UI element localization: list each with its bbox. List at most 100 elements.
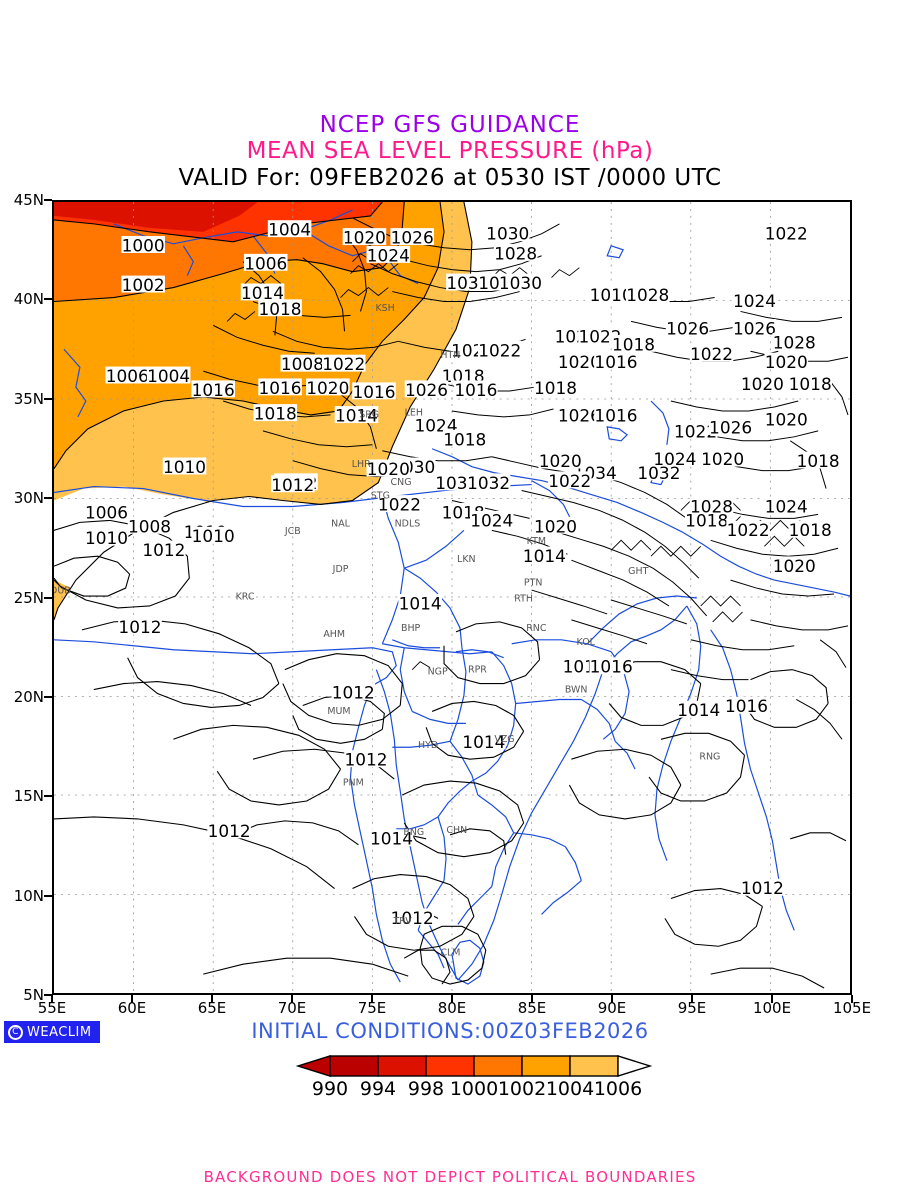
contour-value-label: 1010	[590, 285, 633, 305]
contour-label-bg	[689, 497, 734, 515]
lon-tick-mark	[851, 995, 853, 1003]
contour-value-label: 1006	[106, 366, 149, 386]
city-code-label: GHT	[628, 566, 648, 577]
lat-tick-label: 35N	[13, 389, 44, 408]
chart-title-block: NCEP GFS GUIDANCE MEAN SEA LEVEL PRESSUR…	[0, 112, 900, 192]
colorbar-right-cap	[617, 1055, 653, 1077]
contour-value-label: 1022	[579, 326, 622, 346]
contour-label-bg	[726, 520, 770, 538]
colorbar-segment	[521, 1055, 571, 1077]
contour-value-label: 1018	[259, 299, 302, 319]
contour-value-label: 1028	[690, 497, 733, 517]
contour-label-bg	[673, 421, 718, 439]
contour-label-bg	[594, 406, 638, 424]
contour-value-label: 1020	[765, 352, 808, 372]
contour-value-label: 1024	[367, 245, 410, 265]
contour-label-bg	[740, 374, 785, 392]
contour-label-bg	[700, 449, 745, 467]
lat-tick-label: 30N	[13, 489, 44, 508]
contour-label-bg	[390, 228, 434, 246]
city-code-label: LHR	[352, 459, 371, 470]
colorbar-tick-label: 1002	[497, 1078, 547, 1100]
contour-label-bg	[772, 556, 817, 574]
city-code-label: JCB	[284, 526, 301, 537]
contour-label-bg	[146, 366, 191, 384]
lon-tick-mark	[211, 995, 213, 1003]
city-code-label: TRV	[393, 916, 413, 927]
lon-tick-label: 105E	[832, 999, 872, 1017]
parameter-title: MEAN SEA LEVEL PRESSURE (hPa)	[246, 138, 654, 164]
city-code-label: KSH	[375, 303, 394, 314]
colorbar-segment	[569, 1055, 619, 1077]
map-plot-area[interactable]: 1000 1002 1004 1006 1006 1004 1014 1018 1008 1022…	[52, 200, 852, 995]
city-code-label: NDLS	[395, 518, 421, 529]
city-code-label: VZG	[494, 734, 514, 745]
lon-tick-mark	[131, 995, 133, 1003]
contour-label-bg	[462, 732, 506, 750]
contour-value-label: 1018	[685, 510, 728, 530]
contour-label-bg	[366, 459, 411, 477]
contour-value-label: 1020	[765, 409, 808, 429]
contour-value-label: 1020	[701, 449, 744, 469]
contour-value-label: 1020	[343, 228, 386, 248]
contour-label-bg	[732, 291, 777, 309]
contour-value-label: 1014	[335, 406, 378, 426]
contour-label-bg	[121, 236, 165, 253]
contour-label-bg	[118, 617, 162, 635]
colorbar-tick-label: 998	[407, 1078, 445, 1100]
contour-label-bg	[258, 378, 302, 396]
contour-label-bg	[589, 657, 633, 675]
contour-label-bg	[557, 406, 602, 424]
contour-label-bg	[708, 417, 753, 435]
map-svg: 1000100210041006100610041014101810081022…	[54, 202, 850, 993]
contour-value-label: 1032	[467, 473, 510, 493]
contour-label-bg	[84, 528, 129, 546]
lon-tick-mark	[451, 995, 453, 1003]
weaclim-logo-text: WEACLIM	[27, 1024, 92, 1040]
contour-value-label: 1014	[462, 732, 505, 752]
contour-label-bg	[191, 380, 235, 398]
contour-label-bg	[665, 319, 710, 337]
contour-value-label: 1008	[281, 354, 324, 374]
contour-value-label: 1020	[558, 352, 601, 372]
lon-tick-label: 85E	[517, 999, 547, 1017]
lat-tick-mark	[44, 795, 52, 798]
contour-value-label: 1020	[773, 556, 816, 576]
contour-value-label: 1022	[765, 224, 808, 244]
contour-label-bg	[689, 344, 734, 362]
contour-value-label: 1022	[548, 471, 591, 491]
contour-label-bg	[764, 497, 809, 515]
contour-value-label: 1010	[192, 526, 235, 546]
contour-label-bg	[470, 510, 514, 528]
city-code-label: RTH	[514, 593, 533, 604]
contour-label-bg	[441, 366, 485, 384]
contour-label-bg	[653, 449, 697, 467]
city-code-label: LKN	[457, 554, 476, 565]
contour-value-label: 1000	[122, 235, 165, 255]
valid-time-title: VALID For: 09FEB2026 at 0530 IST /0000 U…	[178, 165, 722, 191]
lat-tick-mark	[44, 994, 52, 996]
contour-value-label: 1016	[594, 352, 637, 372]
contour-value-label: 1012	[332, 682, 375, 702]
contour-label-bg	[377, 495, 422, 513]
city-code-label: CNG	[391, 477, 412, 488]
weaclim-logo[interactable]: C WEACLIM	[4, 1021, 100, 1043]
contour-label-bg	[533, 516, 578, 534]
contour-label-bg	[498, 273, 543, 291]
contour-label-bg	[493, 243, 538, 261]
city-code-label: RNC	[526, 623, 547, 634]
contour-value-label: 1016	[352, 382, 395, 402]
city-code-label: CLM	[440, 947, 460, 958]
city-code-label: JDP	[332, 564, 349, 575]
contour-value-label: 1012	[118, 617, 161, 637]
contour-label-bg	[207, 821, 251, 839]
contour-value-label: 1028	[626, 285, 669, 305]
contour-label-bg	[724, 696, 769, 714]
contour-label-bg	[127, 516, 172, 534]
contour-label-bg	[454, 380, 498, 398]
colorbar-segment	[425, 1055, 475, 1077]
contour-label-bg	[626, 285, 670, 303]
colorbar-tick-label: 994	[359, 1078, 397, 1100]
contour-value-label: 1014	[399, 593, 442, 613]
